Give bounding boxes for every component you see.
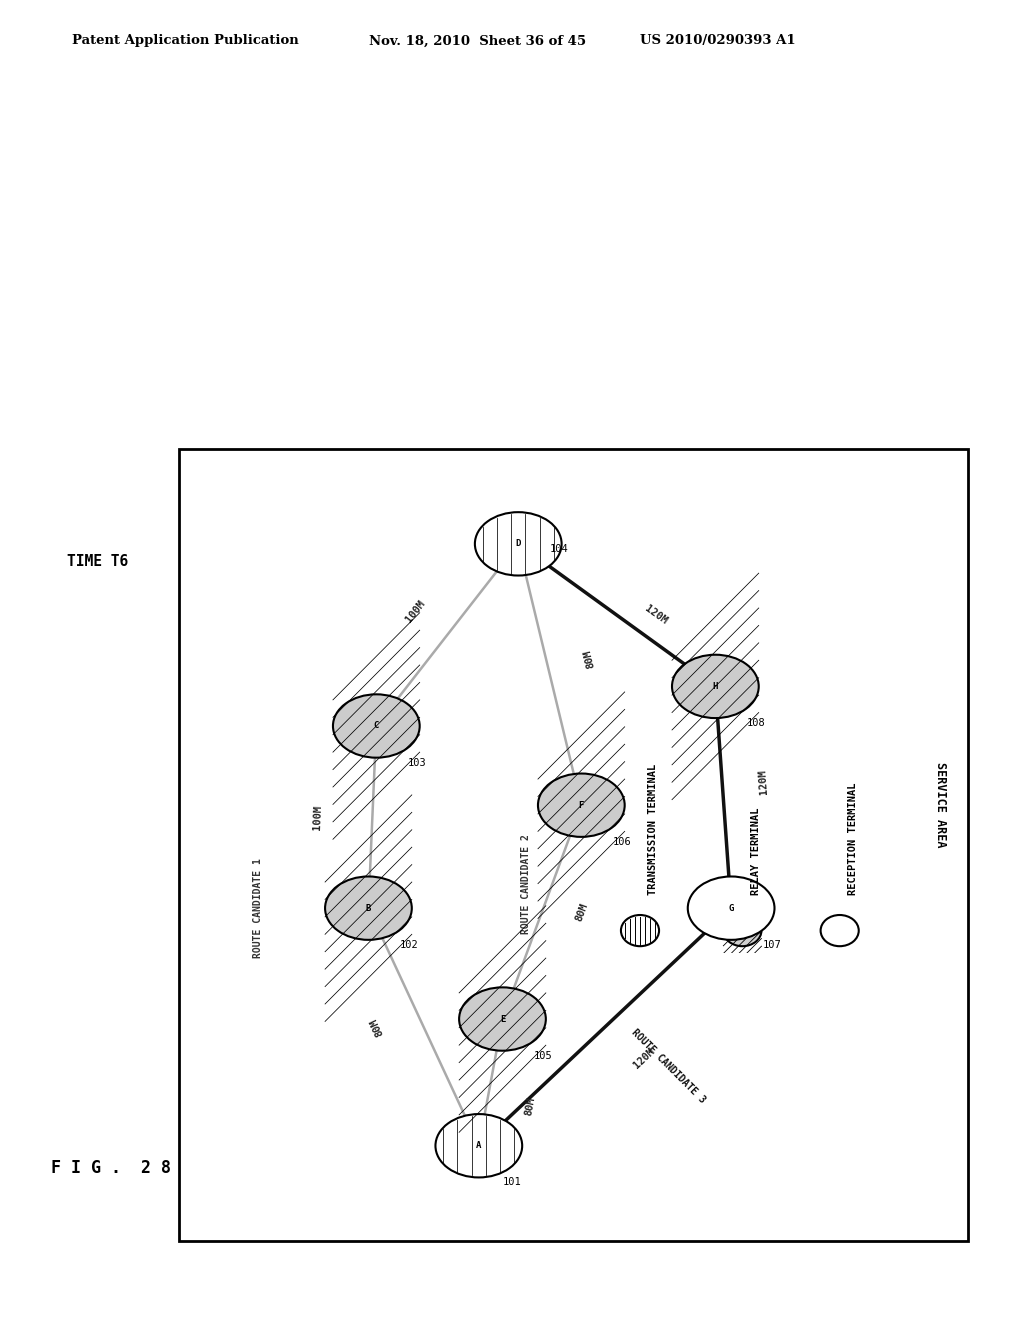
Text: RECEPTION TERMINAL: RECEPTION TERMINAL	[848, 783, 858, 895]
Text: 100M: 100M	[311, 804, 323, 830]
Ellipse shape	[723, 915, 762, 946]
Text: ROUTE CANDIDATE 2: ROUTE CANDIDATE 2	[521, 834, 531, 935]
Text: Nov. 18, 2010  Sheet 36 of 45: Nov. 18, 2010 Sheet 36 of 45	[369, 34, 586, 48]
Ellipse shape	[435, 1114, 522, 1177]
Text: A: A	[476, 1142, 481, 1150]
Ellipse shape	[459, 987, 546, 1051]
Ellipse shape	[325, 876, 412, 940]
Text: 80M: 80M	[523, 1096, 537, 1117]
Text: Patent Application Publication: Patent Application Publication	[72, 34, 298, 48]
Text: 104: 104	[550, 544, 568, 554]
Text: 100M: 100M	[404, 598, 427, 624]
Text: C: C	[374, 722, 379, 730]
Ellipse shape	[475, 512, 561, 576]
Ellipse shape	[820, 915, 859, 946]
Text: TIME T6: TIME T6	[67, 553, 128, 569]
Text: 120M: 120M	[632, 1047, 657, 1071]
Ellipse shape	[672, 655, 759, 718]
Text: 101: 101	[503, 1177, 521, 1188]
Text: 120M: 120M	[757, 768, 769, 795]
Text: ROUTE CANDIDATE 3: ROUTE CANDIDATE 3	[629, 1028, 707, 1105]
Text: D: D	[515, 540, 521, 548]
Text: B: B	[366, 904, 371, 912]
Text: 108: 108	[746, 718, 766, 729]
Text: 120M: 120M	[643, 603, 670, 627]
Text: 103: 103	[408, 758, 427, 768]
Text: F: F	[579, 801, 584, 809]
Text: US 2010/0290393 A1: US 2010/0290393 A1	[640, 34, 796, 48]
Text: 80M: 80M	[368, 1016, 385, 1038]
Ellipse shape	[688, 876, 774, 940]
Text: 106: 106	[612, 837, 632, 847]
Text: 80M: 80M	[582, 648, 596, 669]
Ellipse shape	[333, 694, 420, 758]
Ellipse shape	[538, 774, 625, 837]
Text: 107: 107	[763, 940, 781, 950]
Text: TRANSMISSION TERMINAL: TRANSMISSION TERMINAL	[648, 764, 658, 895]
Text: F I G .  2 8: F I G . 2 8	[51, 1159, 171, 1177]
Text: G: G	[728, 904, 734, 912]
Text: 80M: 80M	[573, 902, 589, 923]
Text: E: E	[500, 1015, 505, 1023]
Text: ROUTE CANDIDATE 1: ROUTE CANDIDATE 1	[253, 858, 263, 958]
Text: H: H	[713, 682, 718, 690]
Text: SERVICE AREA: SERVICE AREA	[934, 763, 946, 847]
Text: 105: 105	[535, 1051, 553, 1061]
Text: RELAY TERMINAL: RELAY TERMINAL	[751, 808, 761, 895]
Text: 102: 102	[400, 940, 419, 950]
Ellipse shape	[621, 915, 659, 946]
